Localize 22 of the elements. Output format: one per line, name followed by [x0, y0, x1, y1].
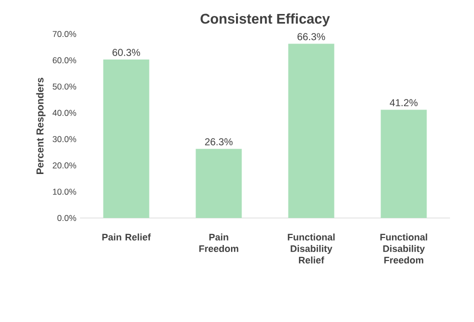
data-label: 26.3% [205, 138, 233, 146]
bar [288, 44, 334, 218]
bar [380, 110, 427, 218]
y-tick-label: 30.0% [52, 136, 76, 142]
y-tick-label: 40.0% [52, 110, 76, 116]
data-label: 60.3% [112, 48, 140, 56]
x-tick-label: Pain Relief [102, 234, 151, 241]
x-tick-label: Pain Freedom [199, 234, 238, 252]
y-tick-label: 20.0% [52, 162, 76, 168]
data-label: 41.2% [390, 99, 418, 106]
y-tick-label: 60.0% [52, 57, 76, 64]
y-tick-label: 10.0% [53, 188, 76, 195]
x-tick-label: Functional Disability Freedom [380, 234, 428, 264]
y-axis-title: Percent Responders [36, 78, 46, 174]
x-tick-label: Functional Disability Relief [288, 234, 335, 264]
y-tick-label: 70.0% [52, 31, 76, 38]
y-tick-label: 50.0% [52, 84, 76, 90]
y-tick-label: 0.0% [57, 215, 76, 222]
bar [103, 60, 150, 218]
chart-title: Consistent Efficacy [200, 13, 330, 26]
data-label: 66.3% [298, 33, 326, 40]
bar [196, 148, 242, 218]
